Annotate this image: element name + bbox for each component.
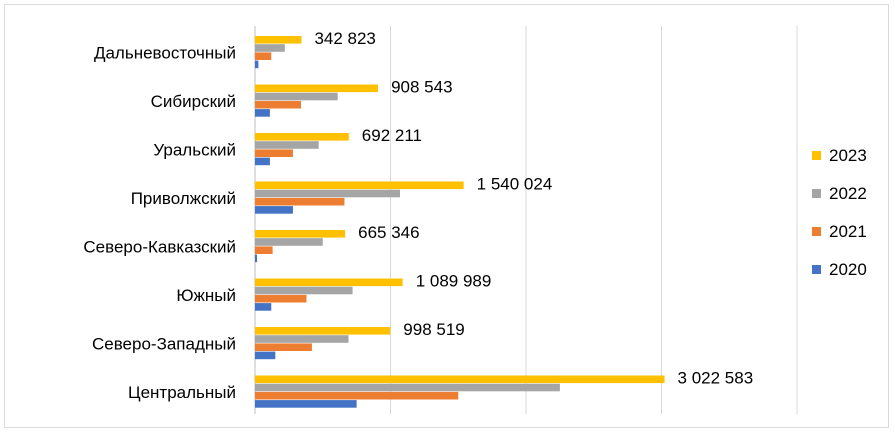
data-label: 665 346 [358,223,419,242]
data-label: 908 543 [391,78,452,97]
bar-2023 [255,375,665,384]
bar-2020 [255,60,259,69]
bar-2020 [255,351,276,360]
bar-2020 [255,109,270,117]
bar-2023 [255,36,302,44]
bar-2022 [255,335,349,343]
bar-2022 [255,383,560,392]
data-label: 998 519 [403,320,464,339]
bar-2021 [255,343,312,351]
bar-2022 [255,286,353,295]
bar-2020 [255,157,270,166]
bar-2022 [255,92,338,101]
bar-2021 [255,391,459,400]
legend-label: 2020 [829,260,867,279]
category-label: Северо-Западный [92,334,236,353]
bar-2022 [255,189,400,198]
legend-label: 2021 [829,222,867,241]
data-label: 1 089 989 [416,272,492,291]
chart-frame [4,4,889,428]
bar-2023 [255,327,391,335]
bar-2020 [255,303,272,311]
category-label: Приволжский [131,189,236,208]
category-label: Уральский [153,140,236,159]
bar-2020 [255,254,258,263]
bar-2022 [255,44,285,52]
bar-2023 [255,230,346,238]
category-label: Сибирский [151,92,236,111]
legend-swatch-2023 [812,151,821,160]
bar-2021 [255,246,273,254]
bar-2022 [255,238,323,246]
bar-2021 [255,197,345,206]
category-label: Южный [176,286,236,305]
bar-2022 [255,141,319,149]
bar-2023 [255,181,464,190]
bar-2023 [255,133,349,141]
data-label: 692 211 [362,126,422,145]
data-label: 1 540 024 [477,175,553,194]
category-label: Центральный [128,383,236,402]
bar-2023 [255,84,379,93]
category-label: Дальневосточный [94,43,236,62]
bar-2023 [255,278,403,287]
bar-2021 [255,100,302,109]
bar-2021 [255,149,293,157]
bar-2020 [255,400,357,408]
legend-swatch-2021 [812,227,821,236]
bar-2021 [255,294,307,303]
bar-2021 [255,52,272,60]
legend-swatch-2022 [812,189,821,198]
legend-label: 2023 [829,146,867,165]
data-label: 3 022 583 [678,369,754,388]
category-label: Северо-Кавказский [83,237,236,256]
legend-swatch-2020 [812,265,821,274]
legend-label: 2022 [829,184,867,203]
data-label: 342 823 [314,29,375,48]
bar-2020 [255,206,293,214]
